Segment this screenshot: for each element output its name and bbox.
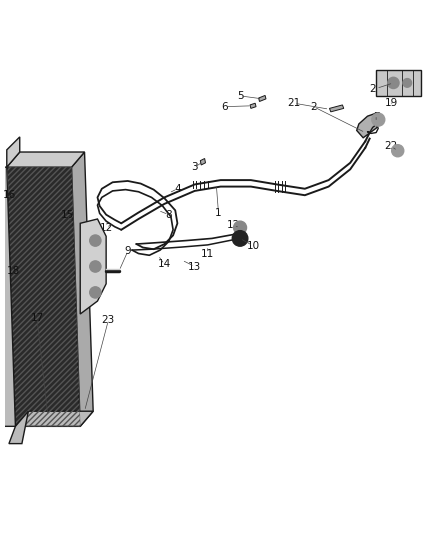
Circle shape bbox=[388, 77, 399, 88]
Polygon shape bbox=[7, 167, 80, 426]
Polygon shape bbox=[7, 152, 85, 167]
Polygon shape bbox=[0, 266, 3, 284]
Text: 1: 1 bbox=[215, 207, 222, 217]
Polygon shape bbox=[329, 105, 344, 112]
Text: 11: 11 bbox=[201, 248, 214, 259]
Text: 19: 19 bbox=[385, 98, 398, 108]
Text: 14: 14 bbox=[158, 260, 171, 269]
Text: 4: 4 bbox=[174, 184, 181, 193]
Text: 23: 23 bbox=[102, 316, 115, 326]
Polygon shape bbox=[376, 70, 421, 96]
Text: 2: 2 bbox=[310, 102, 317, 111]
Polygon shape bbox=[71, 152, 93, 426]
Circle shape bbox=[232, 231, 248, 246]
Text: 16: 16 bbox=[2, 190, 16, 200]
Text: 20: 20 bbox=[370, 84, 383, 93]
Circle shape bbox=[403, 78, 412, 87]
Polygon shape bbox=[9, 411, 28, 443]
Polygon shape bbox=[7, 137, 20, 167]
Text: 17: 17 bbox=[30, 313, 44, 324]
Circle shape bbox=[90, 261, 101, 272]
Text: 12: 12 bbox=[99, 223, 113, 232]
Circle shape bbox=[392, 144, 404, 157]
Polygon shape bbox=[80, 219, 106, 314]
Text: 6: 6 bbox=[222, 102, 228, 111]
Polygon shape bbox=[357, 113, 383, 138]
Polygon shape bbox=[250, 103, 256, 108]
Text: 21: 21 bbox=[287, 98, 300, 108]
Text: 18: 18 bbox=[7, 266, 20, 276]
Circle shape bbox=[233, 221, 247, 234]
Circle shape bbox=[372, 113, 385, 126]
Text: 7: 7 bbox=[373, 112, 379, 123]
Polygon shape bbox=[258, 95, 266, 101]
Polygon shape bbox=[15, 411, 93, 426]
Text: 5: 5 bbox=[237, 91, 244, 101]
Circle shape bbox=[90, 287, 101, 298]
Text: 3: 3 bbox=[191, 162, 198, 172]
Text: 12: 12 bbox=[227, 221, 240, 230]
Text: 15: 15 bbox=[60, 209, 74, 220]
Polygon shape bbox=[200, 158, 205, 165]
Text: 10: 10 bbox=[247, 241, 260, 251]
Polygon shape bbox=[0, 167, 15, 426]
Text: 22: 22 bbox=[385, 141, 398, 151]
Polygon shape bbox=[0, 249, 3, 266]
Text: 8: 8 bbox=[166, 209, 172, 220]
Circle shape bbox=[90, 235, 101, 246]
Text: 13: 13 bbox=[188, 262, 201, 271]
Text: 9: 9 bbox=[124, 246, 131, 256]
